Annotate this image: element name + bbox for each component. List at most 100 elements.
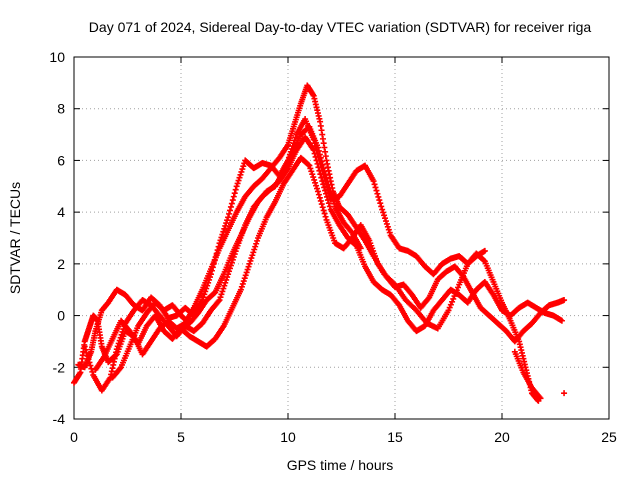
sat-2-marker	[372, 184, 379, 191]
sat-4-marker	[248, 255, 255, 262]
x-tick-label: 20	[494, 429, 510, 445]
y-tick-label: 6	[57, 152, 65, 168]
sat-4-point	[561, 297, 568, 304]
sat-4-marker	[305, 161, 312, 168]
sat-5-marker	[319, 161, 326, 168]
sat-3-marker	[224, 274, 231, 281]
sat-2-marker	[213, 250, 220, 257]
sat-3-point	[113, 346, 120, 353]
sat-2-marker	[215, 243, 222, 250]
sat-2-marker	[385, 226, 392, 233]
sat-5-marker	[331, 200, 338, 207]
sat-3-marker	[220, 285, 227, 292]
y-tick-label: 10	[49, 49, 65, 65]
sat-2-marker	[386, 229, 393, 236]
sat-2-marker	[202, 288, 209, 295]
sat-5-marker	[318, 158, 325, 165]
sat-2-marker	[219, 231, 226, 238]
sat-3-point	[319, 178, 326, 185]
sat-2-marker	[376, 197, 383, 204]
sat-4-point	[246, 260, 253, 267]
sat-4-point	[306, 162, 313, 169]
sat-4-marker	[243, 269, 250, 276]
sat-2-marker	[209, 264, 216, 271]
sat-3-point	[81, 343, 88, 350]
sat-2-marker	[236, 174, 243, 181]
sat-3-marker	[115, 340, 122, 347]
sat-3-marker	[215, 298, 222, 305]
sat-4-marker	[308, 168, 315, 175]
sat-3-point	[216, 297, 223, 304]
sat-4-marker	[245, 263, 252, 270]
sat-3-marker	[89, 368, 96, 375]
sat-5-point	[323, 175, 330, 182]
sat-3-marker	[221, 282, 228, 289]
sat-2-marker	[207, 274, 214, 281]
sat-4-marker	[314, 185, 321, 192]
sat-2-marker	[382, 215, 389, 222]
sat-5-point	[314, 144, 321, 151]
sat-2-marker	[237, 171, 244, 178]
sat-2-marker	[211, 257, 218, 264]
sat-5-marker	[317, 154, 324, 161]
sat-3-marker	[324, 197, 331, 204]
sat-4-marker	[254, 237, 261, 244]
x-tick-label: 15	[387, 429, 403, 445]
sat-4-marker	[313, 182, 320, 189]
sat-3-marker	[86, 359, 93, 366]
x-axis-label: GPS time / hours	[287, 457, 394, 473]
sat-3-marker	[326, 203, 333, 210]
sat-2-marker	[232, 186, 239, 193]
sat-2-marker	[374, 190, 381, 197]
sat-3-marker	[226, 265, 233, 272]
sat-2-marker	[205, 279, 212, 286]
sat-3-marker	[317, 171, 324, 178]
sat-2-marker	[226, 207, 233, 214]
sat-3-marker	[321, 184, 328, 191]
sat-4-marker	[242, 272, 249, 279]
sat-3-marker	[118, 331, 125, 338]
sat-3-marker	[114, 343, 121, 350]
sat-2-marker	[222, 222, 229, 229]
sat-3-marker	[323, 190, 330, 197]
sat-4-marker	[319, 204, 326, 211]
sat-1-marker	[449, 298, 456, 305]
sat-2-point	[225, 214, 232, 221]
sat-2-marker	[200, 294, 207, 301]
sat-2-marker	[217, 237, 224, 244]
sat-1-marker	[455, 284, 462, 291]
sat-4-marker	[249, 252, 256, 259]
sat-2-marker	[231, 190, 238, 197]
sat-3-marker	[320, 181, 327, 188]
sat-2-point	[379, 206, 386, 213]
sat-3-marker	[87, 362, 94, 369]
y-tick-label: 8	[57, 101, 65, 117]
sat-3-marker	[219, 288, 226, 295]
sat-4-marker	[310, 174, 317, 181]
sat-5-marker	[325, 181, 332, 188]
sat-5-marker	[326, 185, 333, 192]
sat-6-marker	[536, 394, 543, 401]
sat-3-marker	[323, 193, 330, 200]
sat-2-marker	[206, 276, 213, 283]
plot-frame	[73, 56, 610, 420]
sat-3-marker	[85, 356, 92, 363]
sat-2-marker	[240, 163, 247, 170]
sat-4-marker	[238, 283, 245, 290]
sat-4-marker	[309, 171, 316, 178]
sat-2-point	[216, 240, 223, 247]
sat-3-point	[558, 317, 565, 324]
sat-3-marker	[218, 291, 225, 298]
sat-1-marker	[480, 257, 487, 264]
sat-2-marker	[218, 234, 225, 241]
sat-4-marker	[425, 295, 432, 302]
sat-3-marker	[322, 187, 329, 194]
sat-2-marker	[226, 210, 233, 217]
sat-4-marker	[247, 257, 254, 264]
sat-4-marker	[250, 249, 257, 256]
sat-3-marker	[313, 157, 320, 164]
sat-5-marker	[328, 191, 335, 198]
sat-2-marker	[201, 291, 208, 298]
sat-4-marker	[252, 243, 259, 250]
sat-2-marker	[381, 212, 388, 219]
